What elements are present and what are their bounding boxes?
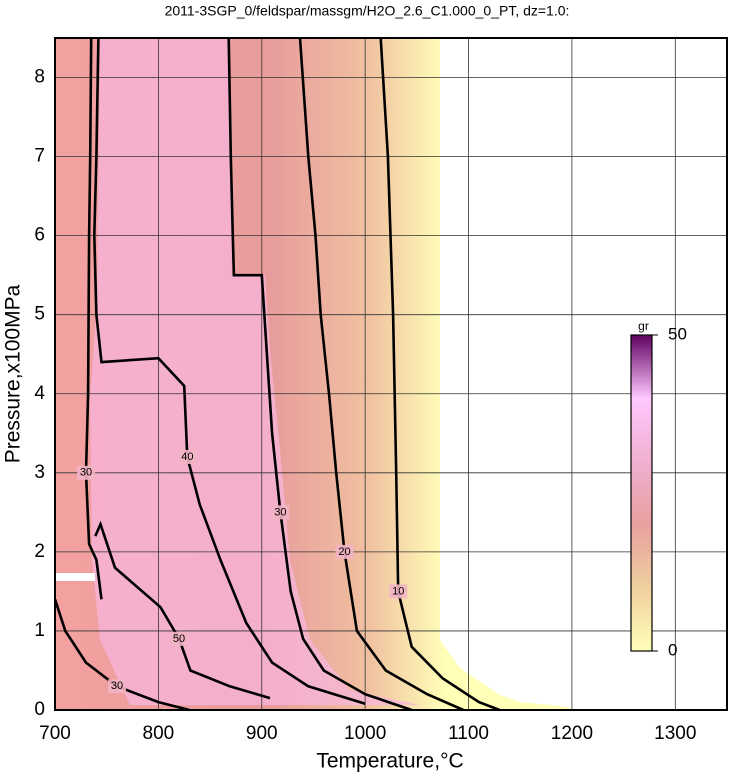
y-tick-label: 5: [34, 304, 45, 325]
gap: [55, 573, 95, 581]
contour-line: [298, 37, 464, 712]
y-tick-label: 6: [34, 225, 45, 246]
y-tick-label: 1: [34, 620, 45, 641]
x-tick-label: 800: [143, 723, 175, 744]
colorbar-tick-label: 50: [668, 324, 687, 343]
contour-label: 20: [338, 546, 350, 558]
contour-label: 30: [111, 680, 123, 692]
x-tick-label: 700: [39, 723, 71, 744]
y-axis-label: Pressure,x100MPa: [2, 284, 25, 463]
x-tick-label: 1100: [448, 723, 489, 744]
contour-label-bg: [335, 544, 354, 559]
contour-label-bg: [77, 465, 96, 480]
contour-label: 10: [392, 585, 404, 597]
x-tick-label: 1000: [344, 723, 386, 744]
contour-label-bg: [271, 505, 290, 520]
x-tick-label: 900: [246, 723, 278, 744]
plot-area: [55, 38, 580, 710]
x-tick-label: 1300: [654, 723, 696, 744]
y-tick-label: 8: [34, 67, 45, 88]
contour-line: [92, 37, 366, 705]
field-pink: [90, 38, 420, 705]
contour-line: [94, 520, 271, 700]
contour-label-bg: [170, 631, 189, 646]
contour-line: [84, 37, 103, 600]
y-tick-label: 7: [34, 146, 45, 167]
contour-label: 50: [173, 633, 185, 645]
y-tick-label: 4: [34, 383, 45, 404]
chart-title: 2011-3SGP_0/feldspar/massgm/H2O_2.6_C1.0…: [165, 3, 570, 19]
colorbar-label: gr: [638, 319, 649, 333]
contour-label-bg: [389, 584, 408, 599]
contour-label: 30: [80, 467, 92, 479]
y-tick-label: 2: [34, 541, 45, 562]
contour-label-bg: [108, 679, 127, 694]
x-axis-label: Temperature,°C: [316, 750, 463, 773]
contour-label: 30: [274, 506, 286, 518]
x-tick-label: 1200: [551, 723, 593, 744]
contour-line: [227, 37, 413, 712]
contour-line: [53, 598, 190, 712]
plot-frame: [54, 37, 728, 711]
y-tick-label: 3: [34, 462, 45, 483]
colorbar: [630, 334, 653, 652]
contour-label-bg: [178, 450, 197, 465]
colorbar-tick-label: 0: [668, 640, 677, 659]
contour-label: 40: [181, 451, 193, 463]
y-tick-label: 0: [34, 699, 45, 720]
